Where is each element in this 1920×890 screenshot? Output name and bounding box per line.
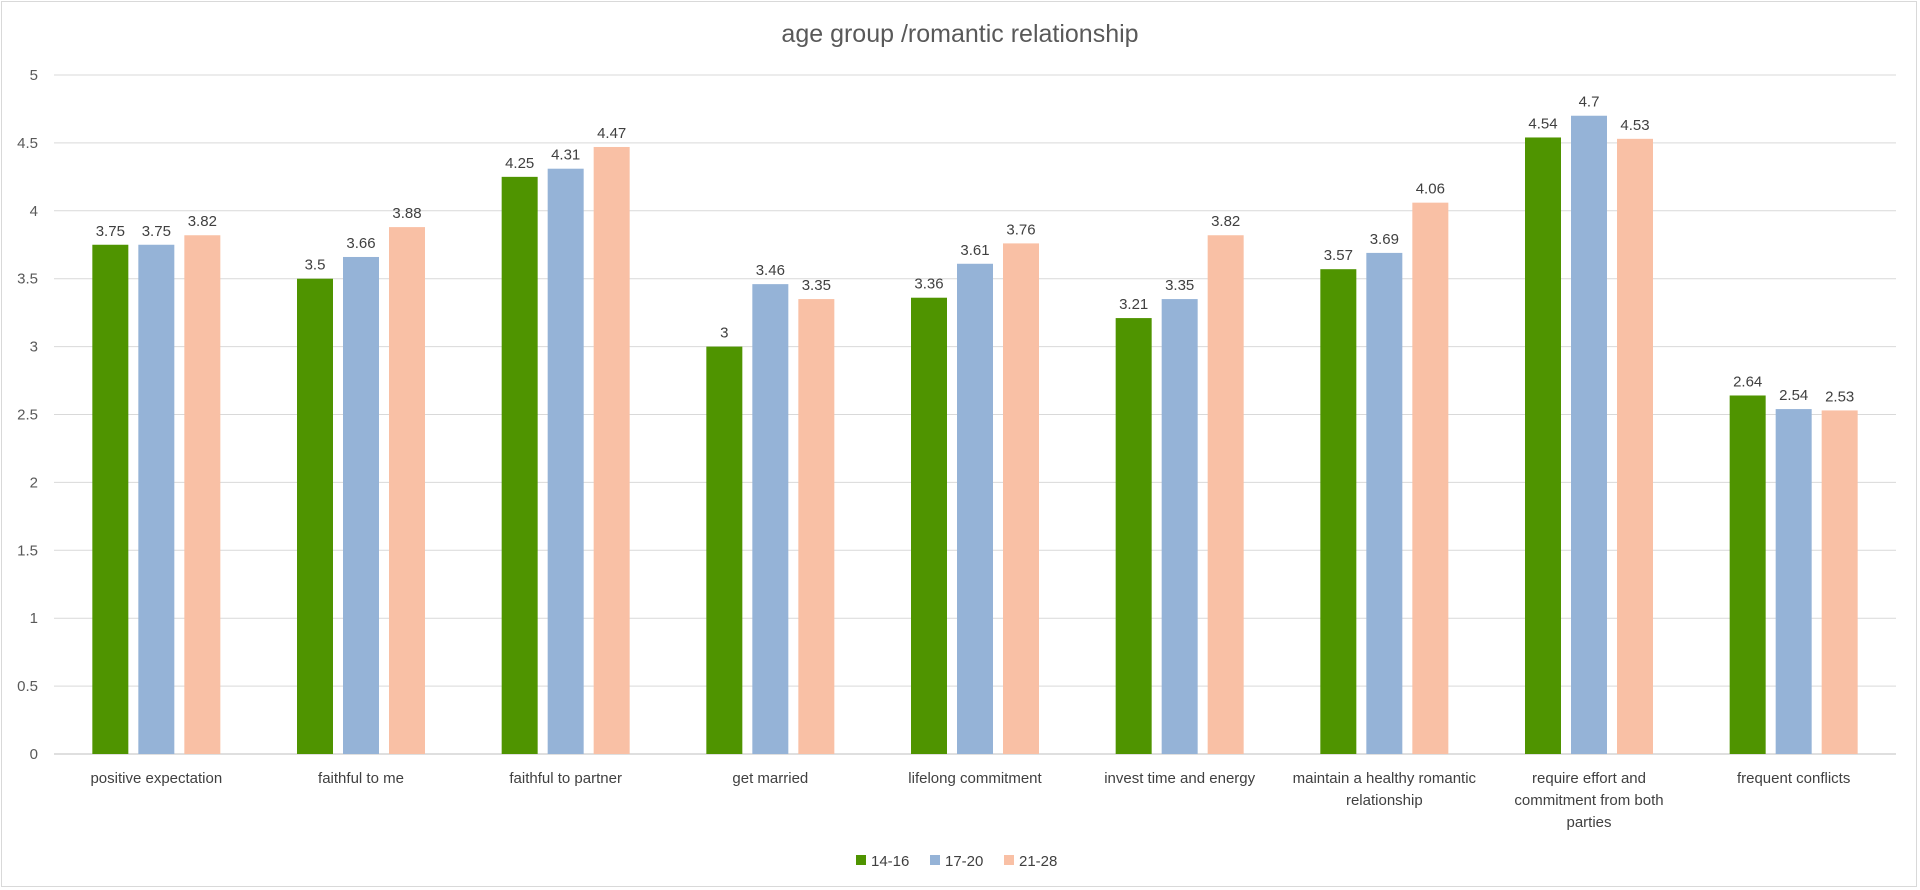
bar-14-16-0 [92, 244, 129, 754]
data-label: 3.88 [392, 205, 421, 222]
y-tick-label: 2.5 [17, 407, 38, 424]
bar-14-16-6 [1320, 269, 1357, 754]
x-tick-label: positive expectation [90, 770, 222, 787]
chart-title: age group /romantic relationship [781, 20, 1138, 48]
y-tick-label: 0.5 [17, 678, 38, 695]
data-label: 4.54 [1528, 115, 1557, 132]
bar-14-16-7 [1525, 137, 1561, 754]
bar-17-20-2 [547, 168, 584, 754]
data-label: 3 [720, 325, 728, 342]
bar-21-28-3 [798, 299, 835, 754]
bar-21-28-6 [1412, 202, 1449, 755]
bar-17-20-5 [1161, 299, 1198, 754]
data-label: 3.21 [1119, 296, 1148, 313]
data-labels: 3.75 3.5 4.25 3 3.36 3.21 3.57 4.54 2.64 3.75 3.66… [96, 94, 1855, 406]
data-label: 3.82 [1211, 213, 1240, 230]
bar-21-28-8 [1821, 410, 1858, 754]
x-tick-label: get married [732, 770, 808, 787]
bar-14-16-3 [706, 346, 743, 754]
data-label: 3.35 [802, 277, 831, 294]
y-tick-label: 1.5 [17, 542, 38, 559]
bar-14-16-5 [1115, 318, 1152, 754]
x-tick-label: lifelong commitment [908, 770, 1042, 787]
y-tick-label: 5 [30, 67, 38, 84]
bar-17-20-3 [752, 284, 789, 754]
y-tick-label: 4.5 [17, 135, 38, 152]
data-label: 4.06 [1416, 181, 1445, 198]
x-tick-label: commitment from both [1514, 792, 1663, 809]
x-tick-label: require effort and [1532, 770, 1646, 787]
x-tick-label: faithful to partner [509, 770, 622, 787]
bar-14-16-2 [501, 176, 538, 755]
data-label: 3.61 [960, 242, 989, 259]
bar-14-16-1 [297, 278, 333, 754]
y-tick-label: 3 [30, 339, 38, 356]
data-label: 2.53 [1825, 388, 1854, 405]
legend-label: 17-20 [945, 853, 983, 870]
data-label: 3.69 [1370, 231, 1399, 248]
y-tick-label: 1 [30, 610, 38, 627]
legend-swatch-21-28 [1004, 855, 1014, 865]
legend-swatch-17-20 [930, 855, 940, 865]
data-label: 3.82 [188, 213, 217, 230]
legend-swatch-14-16 [856, 855, 866, 865]
data-label: 4.25 [505, 155, 534, 172]
data-label: 3.5 [305, 257, 326, 274]
data-label: 2.54 [1779, 387, 1808, 404]
x-tick-label: faithful to me [318, 770, 404, 787]
data-label: 3.75 [142, 223, 171, 240]
data-label: 3.75 [96, 223, 125, 240]
data-label: 3.76 [1006, 221, 1035, 238]
bar-14-16-8 [1729, 395, 1766, 754]
bar-17-20-6 [1366, 252, 1403, 754]
bar-21-28-5 [1207, 235, 1244, 754]
y-tick-label: 2 [30, 474, 38, 491]
data-label: 3.35 [1165, 277, 1194, 294]
bar-21-28-0 [184, 235, 221, 754]
bar-14-16-4 [911, 297, 947, 754]
legend: 14-16 17-20 21-28 [856, 853, 1057, 870]
bar-21-28-2 [593, 146, 630, 754]
bar-21-28-4 [1003, 243, 1039, 754]
x-tick-label: relationship [1346, 792, 1423, 809]
bar-17-20-0 [138, 244, 175, 754]
data-label: 4.47 [597, 125, 626, 142]
data-label: 3.46 [756, 262, 785, 279]
legend-label: 14-16 [871, 853, 909, 870]
bar-21-28-1 [389, 227, 425, 754]
x-tick-label: frequent conflicts [1737, 770, 1850, 787]
data-label: 4.53 [1620, 117, 1649, 134]
x-tick-label: maintain a healthy romantic [1293, 770, 1477, 787]
x-axis: positive expectation faithful to me faithf… [90, 770, 1850, 831]
data-label: 3.57 [1324, 247, 1353, 264]
data-label: 4.7 [1579, 94, 1600, 111]
bar-17-20-8 [1775, 409, 1812, 754]
bar-17-20-7 [1571, 115, 1607, 755]
bar-21-28-7 [1617, 138, 1653, 755]
data-label: 2.64 [1733, 373, 1762, 390]
bar-17-20-4 [957, 263, 993, 754]
y-tick-label: 0 [30, 746, 38, 763]
data-label: 4.31 [551, 147, 580, 164]
y-tick-label: 3.5 [17, 271, 38, 288]
x-tick-label: parties [1566, 814, 1611, 831]
data-label: 3.36 [914, 276, 943, 293]
bar-17-20-1 [343, 256, 379, 754]
x-tick-label: invest time and energy [1104, 770, 1255, 787]
y-tick-label: 4 [30, 203, 38, 220]
y-axis: 0 0.5 1 1.5 2 2.5 3 3.5 4 4.5 5 [17, 67, 38, 763]
data-label: 3.66 [346, 235, 375, 252]
legend-label: 21-28 [1019, 853, 1057, 870]
bars [92, 115, 1858, 755]
